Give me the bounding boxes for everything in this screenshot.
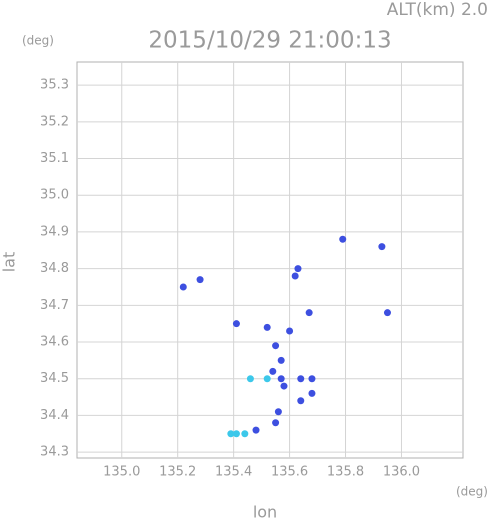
x-tick-label: 135.8 <box>327 465 364 480</box>
x-tick-label: 136.0 <box>383 465 420 480</box>
echo-point <box>297 397 305 405</box>
echo-point <box>232 320 240 328</box>
y-axis-label: lat <box>0 252 19 273</box>
x-tick-label: 135.4 <box>215 465 252 480</box>
echo-point <box>383 309 391 317</box>
echo-point <box>196 276 204 284</box>
echo-point <box>241 430 249 438</box>
plot-frame <box>76 61 464 459</box>
y-tick-label: 35.0 <box>40 188 69 203</box>
echo-point <box>286 327 294 335</box>
x-axis-label: lon <box>253 503 277 522</box>
chart-subtitle: ALT(km) 2.0 <box>387 0 488 20</box>
echo-point <box>227 430 235 438</box>
echo-point <box>179 283 187 291</box>
echo-point <box>272 342 280 350</box>
echo-point <box>277 356 285 364</box>
x-tick-label: 135.6 <box>271 465 308 480</box>
y-tick-label: 34.6 <box>40 335 69 350</box>
echo-point <box>269 367 277 375</box>
y-tick-label: 34.3 <box>40 445 69 460</box>
echo-point <box>305 309 313 317</box>
echo-point <box>246 375 254 383</box>
echo-point <box>232 430 240 438</box>
x-tick-label: 135.0 <box>103 465 140 480</box>
x-unit: (deg) <box>456 485 488 499</box>
y-tick-label: 34.7 <box>40 298 69 313</box>
chart-title: 2015/10/29 21:00:13 <box>148 28 391 54</box>
y-tick-label: 34.8 <box>40 261 69 276</box>
y-tick-label: 34.9 <box>40 224 69 239</box>
y-tick-label: 35.3 <box>40 78 69 93</box>
echo-point <box>308 389 316 397</box>
echo-point <box>280 382 288 390</box>
echo-point <box>263 323 271 331</box>
echo-point <box>294 265 302 273</box>
echo-point <box>252 426 260 434</box>
y-tick-label: 34.4 <box>40 408 69 423</box>
y-tick-label: 34.5 <box>40 371 69 386</box>
echo-point <box>297 375 305 383</box>
echo-point <box>308 375 316 383</box>
echo-point <box>274 408 282 416</box>
echo-point <box>291 272 299 280</box>
y-tick-label: 35.2 <box>40 114 69 129</box>
echo-point <box>339 235 347 243</box>
y-tick-label: 35.1 <box>40 151 69 166</box>
y-unit: (deg) <box>22 34 54 48</box>
echo-point <box>272 419 280 427</box>
echo-point <box>378 243 386 251</box>
echo-point <box>263 375 271 383</box>
echo-point <box>277 375 285 383</box>
x-tick-label: 135.2 <box>159 465 196 480</box>
